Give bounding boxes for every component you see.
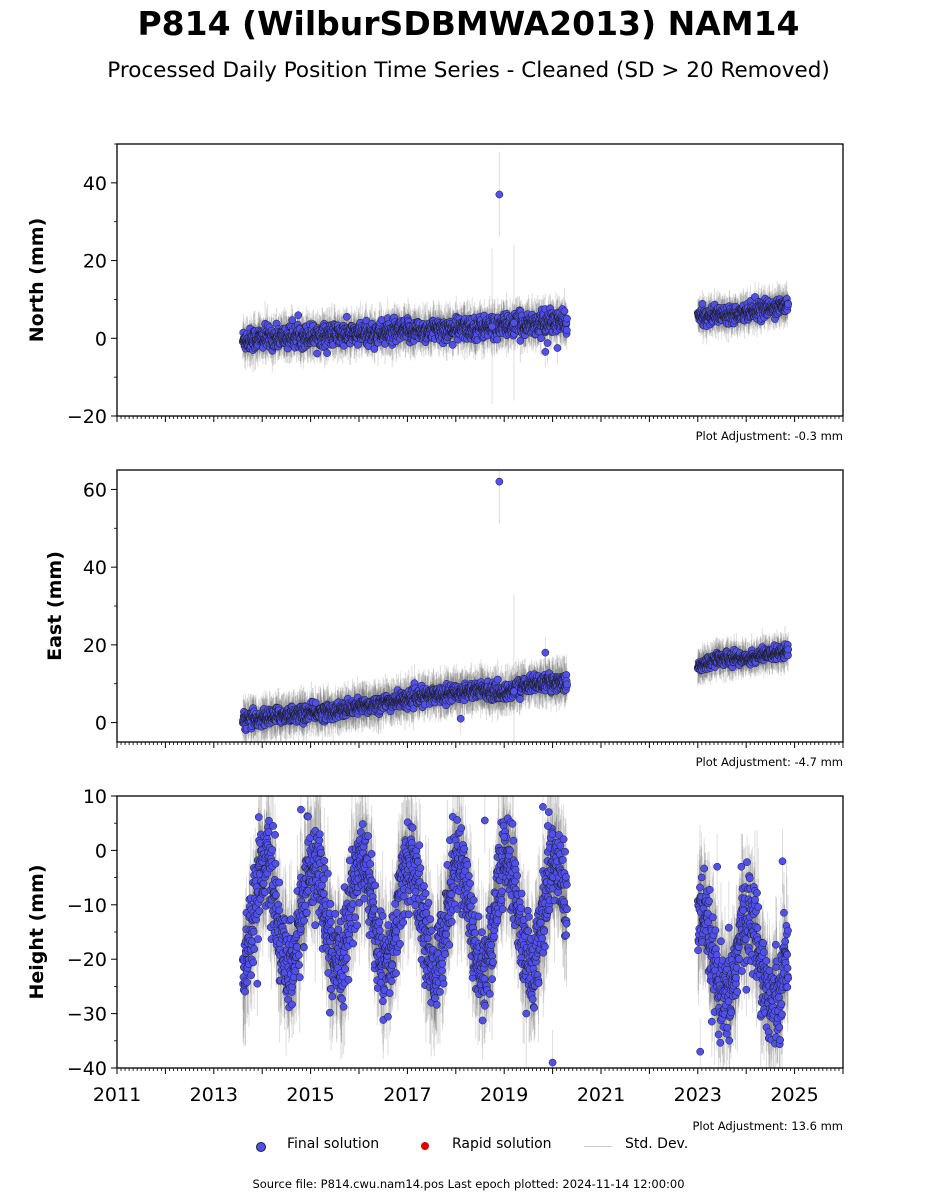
data-point <box>541 348 550 356</box>
data-point <box>553 344 562 352</box>
data-point <box>560 307 569 315</box>
data-point <box>495 190 504 199</box>
plot-adjustment: Plot Adjustment: -0.3 mm <box>696 429 843 443</box>
data-point <box>488 322 496 331</box>
y-tick-label: 40 <box>83 173 107 195</box>
data-point <box>370 345 379 353</box>
y-tick-label: 0 <box>95 328 107 350</box>
data-point <box>562 326 571 335</box>
data-point <box>323 349 331 357</box>
panel-1-series <box>238 470 793 742</box>
data-point <box>313 349 321 358</box>
y-tick-label: 20 <box>83 251 107 273</box>
data-point <box>342 312 351 321</box>
chart-title: P814 (WilburSDBMWA2013) NAM14 <box>137 4 800 43</box>
panel-0-series <box>238 151 793 405</box>
data-point <box>784 300 793 308</box>
chart-subtitle: Processed Daily Position Time Series - C… <box>107 58 830 83</box>
data-point <box>510 318 518 327</box>
data-point <box>448 341 457 349</box>
data-point <box>563 314 571 323</box>
data-point <box>537 334 545 343</box>
data-point <box>698 299 707 308</box>
data-point <box>294 311 303 320</box>
panel-0-frame <box>116 143 844 417</box>
y-tick-label: −20 <box>67 406 107 428</box>
data-point <box>543 339 552 347</box>
data-point <box>493 335 502 344</box>
data-point <box>288 316 297 324</box>
data-point <box>516 337 525 345</box>
y-axis-label: North (mm) <box>26 218 48 343</box>
